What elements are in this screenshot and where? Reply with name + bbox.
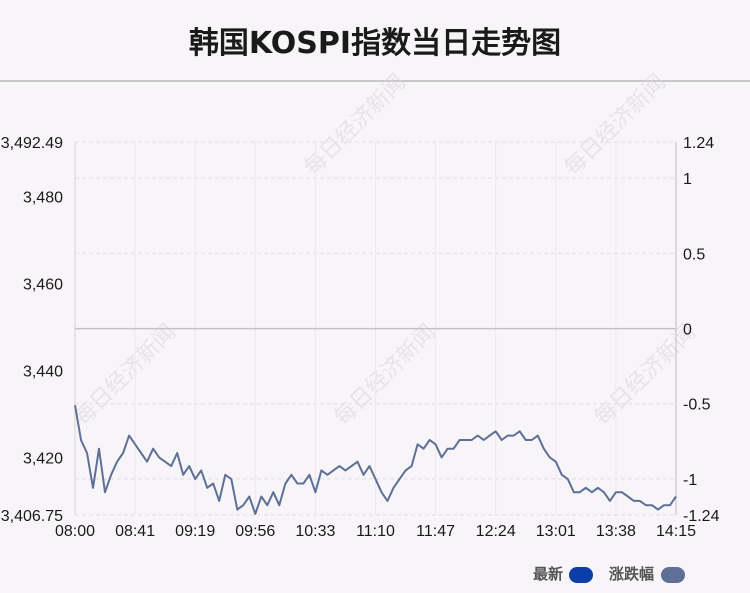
y2-tick-label: 0 (683, 322, 692, 339)
x-tick-label: 13:38 (596, 523, 636, 540)
y2-tick-label: -0.5 (683, 397, 711, 414)
watermark-text: 每日经济新闻 (300, 70, 411, 181)
y2-tick-label: 1.24 (683, 135, 714, 152)
legend-swatch (569, 567, 593, 583)
x-tick-label: 09:56 (235, 523, 275, 540)
y2-axis-ticks: 1.24 1 0.5 0 -0.5 -1 -1.24 (683, 135, 720, 525)
x-tick-label: 08:41 (115, 523, 155, 540)
y-tick-label: 3,480 (23, 189, 63, 206)
axes (74, 142, 677, 515)
legend-label: 最新 (533, 565, 563, 583)
y-tick-label: 3,492.49 (1, 135, 63, 152)
x-tick-label: 09:19 (175, 523, 215, 540)
series-layer (74, 405, 677, 515)
legend-label: 涨跌幅 (609, 565, 654, 583)
legend: 最新 涨跌幅 (533, 565, 685, 583)
watermark-text: 每日经济新闻 (330, 320, 441, 431)
x-tick-label: 08:00 (55, 523, 95, 540)
x-tick-label: 11:47 (416, 523, 455, 540)
series-line (74, 405, 677, 515)
y-tick-label: 3,420 (23, 450, 63, 467)
y2-tick-label: 1 (683, 171, 692, 188)
y-tick-label: 3,440 (23, 363, 63, 380)
y-axis-ticks: 3,492.49 3,480 3,460 3,440 3,420 3,406.75 (1, 135, 63, 525)
x-tick-label: 14:15 (656, 523, 696, 540)
x-tick-label: 13:01 (536, 523, 576, 540)
watermark-text: 每日经济新闻 (70, 320, 181, 431)
y2-tick-label: -1 (683, 472, 697, 489)
x-tick-label: 11:10 (356, 523, 395, 540)
x-tick-label: 10:33 (295, 523, 335, 540)
x-tick-label: 12:24 (476, 523, 516, 540)
y-tick-label: 3,406.75 (1, 508, 63, 525)
title-divider (0, 80, 750, 82)
y-tick-label: 3,460 (23, 276, 63, 293)
chart-title: 韩国KOSPI指数当日走势图 (188, 26, 562, 61)
y2-tick-label: -1.24 (683, 508, 720, 525)
legend-swatch (661, 567, 685, 583)
x-axis-ticks: 08:00 08:41 09:19 09:56 10:33 11:10 11:47 12:24… (55, 523, 696, 540)
y2-tick-label: 0.5 (683, 246, 705, 263)
